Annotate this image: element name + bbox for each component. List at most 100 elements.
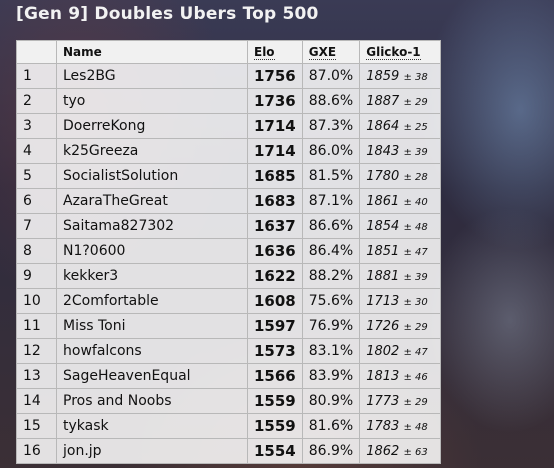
player-name-link[interactable]: SocialistSolution <box>56 163 248 189</box>
elo-cell: 1637 <box>247 213 303 239</box>
glicko-rating: 1773 <box>366 393 400 409</box>
table-row[interactable]: 3 DoerreKong 1714 87.3% 1864 ± 25 <box>16 113 442 139</box>
rank-cell: 12 <box>16 338 57 364</box>
table-row[interactable]: 4 k25Greeza 1714 86.0% 1843 ± 39 <box>16 138 442 164</box>
elo-cell: 1683 <box>247 188 303 214</box>
elo-cell: 1636 <box>247 238 303 264</box>
glicko-cell: 1859 ± 38 <box>359 63 442 89</box>
elo-cell: 1714 <box>247 138 303 164</box>
player-name-link[interactable]: howfalcons <box>56 338 248 364</box>
glicko-cell: 1851 ± 47 <box>359 238 442 264</box>
glicko-rating: 1726 <box>366 318 400 334</box>
glicko-deviation: ± 29 <box>403 396 428 408</box>
player-name-link[interactable]: tyo <box>56 88 248 114</box>
player-name-link[interactable]: k25Greeza <box>56 138 248 164</box>
glicko-cell: 1783 ± 48 <box>359 413 442 439</box>
rank-cell: 13 <box>16 363 57 389</box>
glicko-deviation: ± 47 <box>403 246 428 258</box>
glicko-rating: 1854 <box>366 218 400 234</box>
elo-sort-header[interactable]: Elo <box>247 40 303 64</box>
table-row[interactable]: 16 jon.jp 1554 86.9% 1862 ± 63 <box>16 438 442 464</box>
gxe-cell: 87.0% <box>301 63 361 89</box>
gxe-header-label[interactable]: GXE <box>308 45 337 60</box>
gxe-cell: 81.6% <box>301 413 361 439</box>
gxe-cell: 83.9% <box>301 363 361 389</box>
rank-cell: 4 <box>16 138 57 164</box>
table-row[interactable]: 13 SageHeavenEqual 1566 83.9% 1813 ± 46 <box>16 363 442 389</box>
table-row[interactable]: 9 kekker3 1622 88.2% 1881 ± 39 <box>16 263 442 289</box>
glicko-cell: 1864 ± 25 <box>359 113 442 139</box>
elo-cell: 1597 <box>247 313 303 339</box>
glicko-rating: 1861 <box>366 193 400 209</box>
rank-cell: 2 <box>16 88 57 114</box>
table-row[interactable]: 6 AzaraTheGreat 1683 87.1% 1861 ± 40 <box>16 188 442 214</box>
glicko-cell: 1780 ± 28 <box>359 163 442 189</box>
table-row[interactable]: 7 Saitama827302 1637 86.6% 1854 ± 48 <box>16 213 442 239</box>
glicko-cell: 1843 ± 39 <box>359 138 442 164</box>
gxe-cell: 86.6% <box>301 213 361 239</box>
player-name-link[interactable]: N1?0600 <box>56 238 248 264</box>
player-name-link[interactable]: Miss Toni <box>56 313 248 339</box>
player-name-link[interactable]: SageHeavenEqual <box>56 363 248 389</box>
rank-cell: 5 <box>16 163 57 189</box>
glicko-cell: 1713 ± 30 <box>359 288 442 314</box>
table-row[interactable]: 5 SocialistSolution 1685 81.5% 1780 ± 28 <box>16 163 442 189</box>
gxe-cell: 87.3% <box>301 113 361 139</box>
gxe-cell: 88.2% <box>301 263 361 289</box>
player-name-link[interactable]: DoerreKong <box>56 113 248 139</box>
rank-header <box>16 40 57 64</box>
table-row[interactable]: 12 howfalcons 1573 83.1% 1802 ± 47 <box>16 338 442 364</box>
table-row[interactable]: 10 2Comfortable 1608 75.6% 1713 ± 30 <box>16 288 442 314</box>
table-row[interactable]: 14 Pros and Noobs 1559 80.9% 1773 ± 29 <box>16 388 442 414</box>
table-row[interactable]: 15 tykask 1559 81.6% 1783 ± 48 <box>16 413 442 439</box>
player-name-link[interactable]: Pros and Noobs <box>56 388 248 414</box>
elo-cell: 1559 <box>247 388 303 414</box>
glicko-deviation: ± 39 <box>403 271 428 283</box>
glicko-header-label[interactable]: Glicko-1 <box>366 45 421 60</box>
player-name-link[interactable]: tykask <box>56 413 248 439</box>
elo-cell: 1608 <box>247 288 303 314</box>
glicko-rating: 1813 <box>366 368 400 384</box>
gxe-cell: 80.9% <box>301 388 361 414</box>
elo-cell: 1714 <box>247 113 303 139</box>
glicko-deviation: ± 47 <box>403 346 428 358</box>
table-row[interactable]: 1 Les2BG 1756 87.0% 1859 ± 38 <box>16 63 442 89</box>
player-name-link[interactable]: AzaraTheGreat <box>56 188 248 214</box>
gxe-sort-header[interactable]: GXE <box>301 40 361 64</box>
glicko-deviation: ± 30 <box>403 296 428 308</box>
table-row[interactable]: 2 tyo 1736 88.6% 1887 ± 29 <box>16 88 442 114</box>
table-row[interactable]: 11 Miss Toni 1597 76.9% 1726 ± 29 <box>16 313 442 339</box>
table-row[interactable]: 8 N1?0600 1636 86.4% 1851 ± 47 <box>16 238 442 264</box>
glicko-cell: 1813 ± 46 <box>359 363 442 389</box>
glicko-sort-header[interactable]: Glicko-1 <box>359 40 442 64</box>
player-name-link[interactable]: jon.jp <box>56 438 248 464</box>
glicko-deviation: ± 48 <box>403 221 428 233</box>
glicko-deviation: ± 48 <box>403 421 428 433</box>
rank-cell: 15 <box>16 413 57 439</box>
glicko-cell: 1862 ± 63 <box>359 438 442 464</box>
gxe-cell: 75.6% <box>301 288 361 314</box>
elo-header-label[interactable]: Elo <box>254 45 275 60</box>
elo-cell: 1756 <box>247 63 303 89</box>
elo-cell: 1573 <box>247 338 303 364</box>
gxe-cell: 88.6% <box>301 88 361 114</box>
gxe-cell: 81.5% <box>301 163 361 189</box>
glicko-cell: 1726 ± 29 <box>359 313 442 339</box>
glicko-cell: 1802 ± 47 <box>359 338 442 364</box>
player-name-link[interactable]: Saitama827302 <box>56 213 248 239</box>
player-name-link[interactable]: 2Comfortable <box>56 288 248 314</box>
gxe-cell: 86.0% <box>301 138 361 164</box>
name-header-label: Name <box>63 45 102 59</box>
glicko-deviation: ± 28 <box>403 171 428 183</box>
rank-cell: 3 <box>16 113 57 139</box>
player-name-link[interactable]: Les2BG <box>56 63 248 89</box>
glicko-deviation: ± 29 <box>403 321 428 333</box>
glicko-rating: 1881 <box>366 268 400 284</box>
glicko-deviation: ± 25 <box>403 121 428 133</box>
glicko-deviation: ± 40 <box>403 196 428 208</box>
glicko-rating: 1864 <box>366 118 400 134</box>
rank-cell: 10 <box>16 288 57 314</box>
glicko-rating: 1862 <box>366 443 400 459</box>
glicko-deviation: ± 38 <box>403 71 428 83</box>
player-name-link[interactable]: kekker3 <box>56 263 248 289</box>
